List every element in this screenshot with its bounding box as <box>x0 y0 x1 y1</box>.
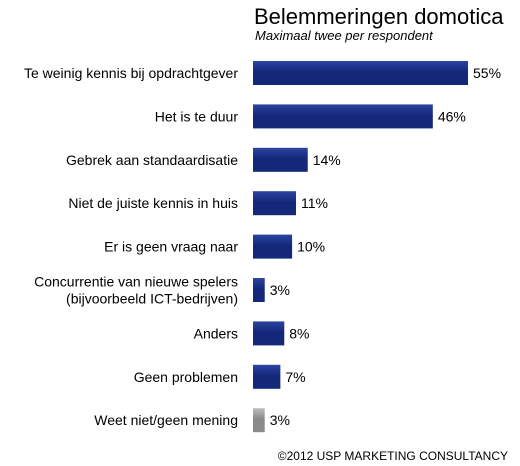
copyright-footer: ©2012 USP MARKETING CONSULTANCY <box>278 449 508 463</box>
value-label: 14% <box>313 152 341 168</box>
chart-subtitle: Maximaal twee per respondent <box>255 28 434 43</box>
bar <box>253 408 265 433</box>
value-label: 3% <box>270 412 290 428</box>
category-label: Te weinig kennis bij opdrachtgever <box>24 65 238 81</box>
value-label: 46% <box>438 108 466 124</box>
bars-group: 55% Te weinig kennis bij opdrachtgever 46%… <box>24 61 501 433</box>
category-label: Niet de juiste kennis in huis <box>68 195 238 211</box>
bar <box>253 234 293 259</box>
bar <box>253 191 296 216</box>
value-label: 8% <box>289 325 309 341</box>
category-label: Geen problemen <box>134 369 238 385</box>
chart-title: Belemmeringen domotica <box>254 4 504 29</box>
category-label: Weet niet/geen mening <box>94 412 238 428</box>
value-label: 10% <box>297 239 325 255</box>
bar <box>253 321 285 346</box>
value-label: 55% <box>473 65 501 81</box>
category-label: (bijvoorbeeld ICT-bedrijven) <box>66 291 238 307</box>
bar <box>253 104 433 129</box>
category-label: Anders <box>194 325 238 341</box>
bar <box>253 147 308 172</box>
category-label: Concurrentie van nieuwe spelers <box>34 274 238 290</box>
bar <box>253 61 468 85</box>
category-label: Gebrek aan standaardisatie <box>66 152 238 168</box>
value-label: 3% <box>270 282 290 298</box>
bar <box>253 278 265 302</box>
category-label: Er is geen vraag naar <box>104 239 238 255</box>
category-label: Het is te duur <box>155 108 239 124</box>
value-label: 7% <box>285 369 305 385</box>
value-label: 11% <box>301 195 328 211</box>
bar <box>253 364 281 389</box>
